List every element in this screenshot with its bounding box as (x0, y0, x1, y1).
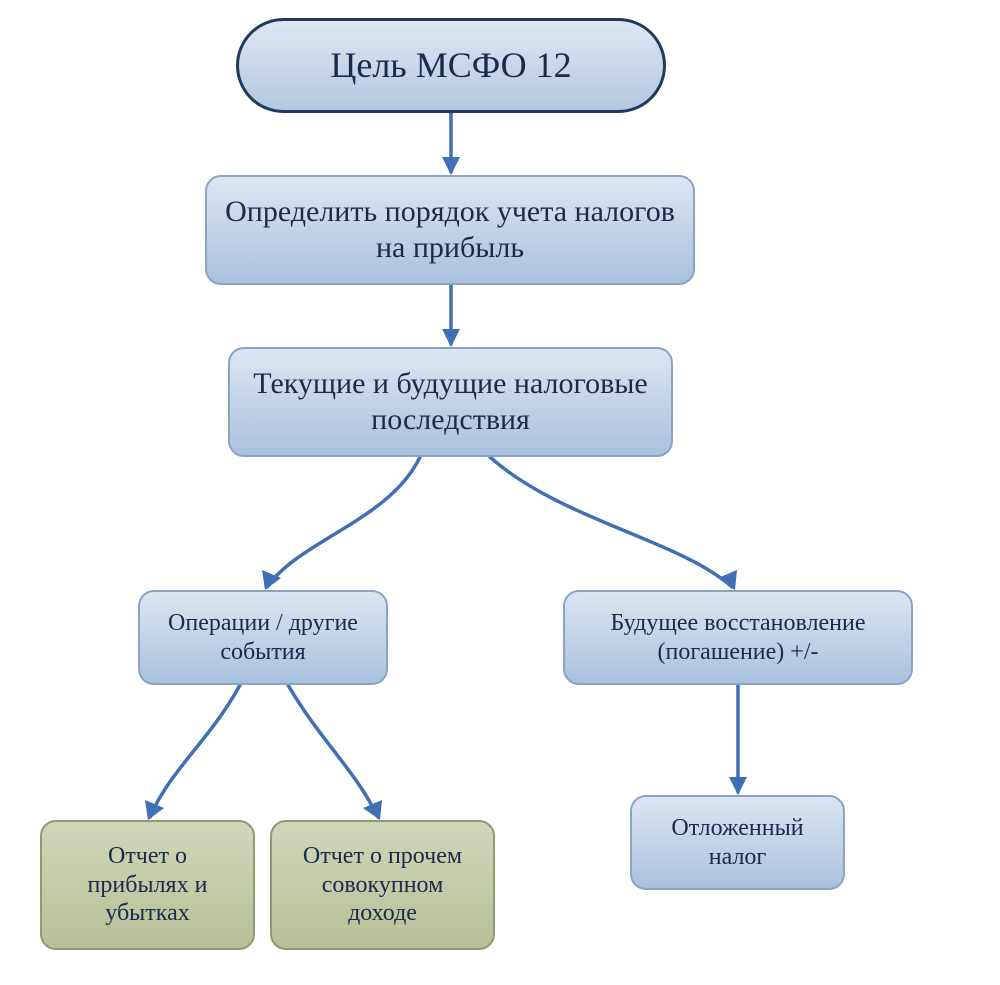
node-other-income: Отчет о прочем совокупном доходе (270, 820, 495, 950)
node-profit-loss: Отчет о прибылях и убытках (40, 820, 255, 950)
node-other-income-label: Отчет о прочем совокупном доходе (286, 842, 479, 928)
node-consequences-label: Текущие и будущие налоговые последствия (244, 366, 657, 438)
node-operations-label: Операции / другие события (154, 609, 372, 667)
node-future-label: Будущее восстановление (погашение) +/- (579, 609, 897, 667)
flowchart-canvas: { "diagram": { "type": "flowchart", "bac… (0, 0, 1000, 985)
node-define: Определить порядок учета налогов на приб… (205, 175, 695, 285)
node-deferred: Отложенный налог (630, 795, 845, 890)
node-root-label: Цель МСФО 12 (330, 44, 571, 87)
node-root: Цель МСФО 12 (236, 18, 666, 113)
node-profit-loss-label: Отчет о прибылях и убытках (56, 842, 239, 928)
node-consequences: Текущие и будущие налоговые последствия (228, 347, 673, 457)
node-deferred-label: Отложенный налог (646, 814, 829, 872)
node-operations: Операции / другие события (138, 590, 388, 685)
node-define-label: Определить порядок учета налогов на приб… (221, 194, 679, 266)
node-future: Будущее восстановление (погашение) +/- (563, 590, 913, 685)
